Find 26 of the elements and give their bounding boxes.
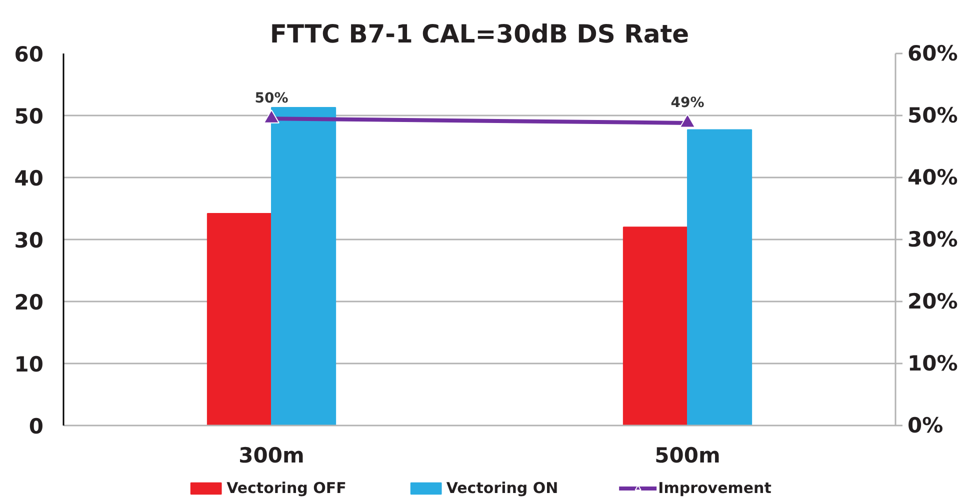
x-tick-label: 500m xyxy=(654,444,720,468)
y-tick-label: 10 xyxy=(14,352,44,376)
legend-label: Vectoring OFF xyxy=(226,479,346,497)
y2-tick-label: 50% xyxy=(908,104,958,128)
y2-tick-label: 20% xyxy=(908,290,958,314)
y2-tick-label: 40% xyxy=(908,166,958,190)
x-tick-label: 300m xyxy=(238,444,304,468)
y2-tick-label: 0% xyxy=(908,414,944,438)
y-tick-label: 50 xyxy=(14,104,44,128)
chart-title: FTTC B7-1 CAL=30dB DS Rate xyxy=(270,20,690,48)
data-label: 49% xyxy=(670,94,704,111)
data-label: 50% xyxy=(254,90,288,107)
bar xyxy=(687,129,752,426)
y2-tick-label: 30% xyxy=(908,228,958,252)
y-tick-label: 30 xyxy=(14,228,44,252)
y2-tick-label: 10% xyxy=(908,352,958,376)
legend-label: Vectoring ON xyxy=(446,479,558,497)
y-tick-label: 40 xyxy=(14,166,44,190)
bar xyxy=(271,106,336,426)
y-tick-label: 20 xyxy=(14,290,44,314)
bar xyxy=(206,212,272,426)
legend-label: Improvement xyxy=(658,479,772,497)
y-tick-label: 60 xyxy=(14,42,44,66)
y2-tick-label: 60% xyxy=(908,42,958,66)
bar xyxy=(622,226,688,426)
y-tick-label: 0 xyxy=(28,414,44,438)
